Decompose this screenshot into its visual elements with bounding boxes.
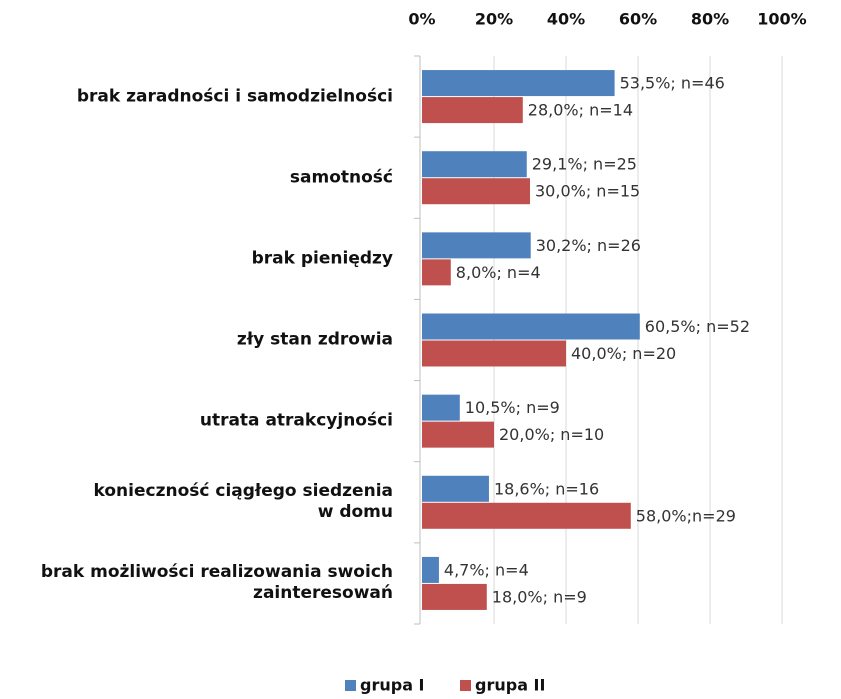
x-tick-label: 0% bbox=[408, 10, 435, 29]
x-tick-label: 40% bbox=[547, 10, 585, 29]
data-label: 30,2%; n=26 bbox=[536, 236, 641, 255]
x-tick-label: 100% bbox=[757, 10, 806, 29]
category-label: konieczność ciągłego siedzenia w domu bbox=[93, 481, 393, 523]
data-label: 10,5%; n=9 bbox=[465, 398, 560, 417]
bar bbox=[422, 394, 460, 421]
legend-label: grupa I bbox=[360, 676, 425, 695]
bar bbox=[422, 70, 615, 97]
bar bbox=[422, 97, 523, 124]
bar bbox=[422, 421, 494, 448]
category-label: utrata atrakcyjności bbox=[199, 410, 393, 431]
data-label: 29,1%; n=25 bbox=[532, 155, 637, 174]
bar bbox=[422, 178, 530, 205]
data-label: 30,0%; n=15 bbox=[535, 182, 640, 201]
legend-swatch bbox=[345, 680, 356, 691]
bar bbox=[422, 340, 566, 367]
category-label: samotność bbox=[289, 167, 393, 188]
data-label: 8,0%; n=4 bbox=[456, 263, 541, 282]
data-label: 4,7%; n=4 bbox=[444, 560, 529, 579]
category-label: brak pieniędzy bbox=[251, 248, 393, 269]
bar bbox=[422, 556, 439, 583]
bar bbox=[422, 259, 451, 286]
data-label: 58,0%;n=29 bbox=[636, 506, 736, 525]
bar bbox=[422, 232, 531, 259]
data-label: 60,5%; n=52 bbox=[645, 317, 750, 336]
x-tick-label: 80% bbox=[691, 10, 729, 29]
category-label: brak możliwości realizowania swoich zain… bbox=[40, 562, 393, 604]
bar bbox=[422, 583, 487, 610]
data-label: 20,0%; n=10 bbox=[499, 425, 604, 444]
x-tick-label: 60% bbox=[619, 10, 657, 29]
bar bbox=[422, 502, 631, 529]
x-tick-label: 20% bbox=[475, 10, 513, 29]
category-label: zły stan zdrowia bbox=[236, 329, 393, 350]
data-label: 28,0%; n=14 bbox=[528, 101, 633, 120]
legend-swatch bbox=[460, 680, 471, 691]
data-label: 18,6%; n=16 bbox=[494, 479, 599, 498]
bar bbox=[422, 313, 640, 340]
legend-label: grupa II bbox=[475, 676, 545, 695]
bar bbox=[422, 151, 527, 178]
data-label: 40,0%; n=20 bbox=[571, 344, 676, 363]
bar bbox=[422, 475, 489, 502]
data-label: 53,5%; n=46 bbox=[620, 74, 725, 93]
category-label: brak zaradności i samodzielności bbox=[76, 86, 393, 107]
data-label: 18,0%; n=9 bbox=[492, 587, 587, 606]
